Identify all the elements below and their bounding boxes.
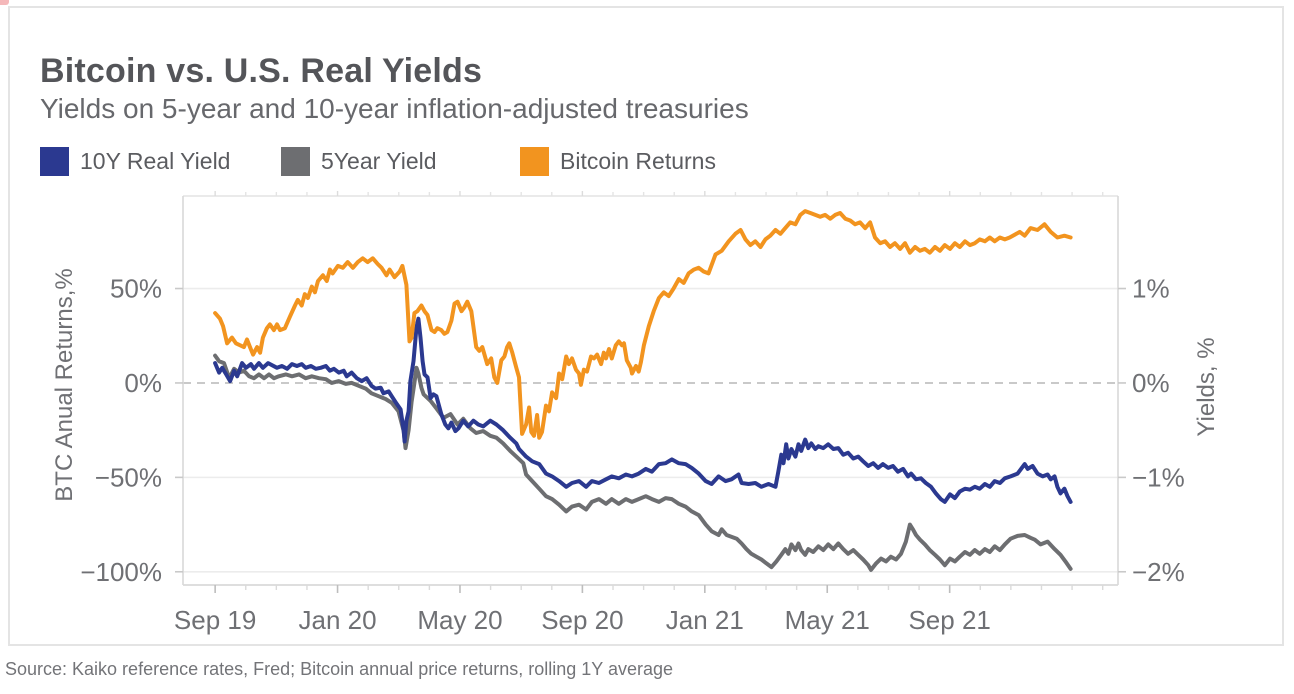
- svg-text:May 20: May 20: [417, 605, 502, 635]
- svg-text:0%: 0%: [1132, 368, 1170, 398]
- legend-label-10y: 10Y Real Yield: [80, 148, 231, 174]
- svg-text:1%: 1%: [1132, 274, 1170, 304]
- legend-label-bitcoin: Bitcoin Returns: [560, 148, 716, 174]
- svg-text:BTC Anual Returns,%: BTC Anual Returns,%: [51, 268, 78, 501]
- legend-swatch-5y-icon: [281, 147, 310, 176]
- axes: [175, 191, 1126, 593]
- svg-text:Jan 21: Jan 21: [666, 605, 744, 635]
- svg-text:Sep 21: Sep 21: [908, 605, 990, 635]
- svg-text:−50%: −50%: [95, 462, 162, 492]
- series: [213, 209, 1073, 572]
- chart-title: Bitcoin vs. U.S. Real Yields: [40, 52, 483, 90]
- legend-label-5y: 5Year Yield: [321, 148, 437, 174]
- svg-text:50%: 50%: [110, 274, 162, 304]
- chart-card: [8, 6, 1284, 646]
- legend-swatch-10y-icon: [40, 147, 69, 176]
- legend-swatch-bitcoin-icon: [520, 147, 549, 176]
- svg-text:May 21: May 21: [785, 605, 870, 635]
- svg-text:Jan 20: Jan 20: [299, 605, 377, 635]
- series-line-10y-real-yield: [213, 316, 1073, 504]
- svg-text:Yields, %: Yields, %: [1193, 337, 1220, 436]
- axis-labels: 50% 0% −50% −100% 1% 0% −1% −2% Sep 19 Jan 20 May …: [51, 268, 1220, 635]
- source-note: Source: Kaiko reference rates, Fred; Bit…: [5, 659, 674, 679]
- svg-text:−2%: −2%: [1132, 557, 1185, 587]
- legend-item-5year-yield: 5Year Yield: [281, 147, 437, 176]
- svg-text:−100%: −100%: [80, 557, 162, 587]
- svg-text:Sep 19: Sep 19: [174, 605, 256, 635]
- legend-item-bitcoin-returns: Bitcoin Returns: [520, 147, 716, 176]
- series-line-5year-yield: [213, 353, 1073, 572]
- svg-text:Sep 20: Sep 20: [541, 605, 623, 635]
- svg-text:0%: 0%: [124, 368, 162, 398]
- svg-text:−1%: −1%: [1132, 462, 1185, 492]
- series-line-bitcoin-returns: [213, 209, 1073, 440]
- legend-item-10y-real-yield: 10Y Real Yield: [40, 147, 230, 176]
- chart-subtitle: Yields on 5-year and 10-year inflation-a…: [40, 93, 749, 124]
- corner-red-mark: [0, 0, 9, 5]
- gridlines: [183, 287, 1118, 573]
